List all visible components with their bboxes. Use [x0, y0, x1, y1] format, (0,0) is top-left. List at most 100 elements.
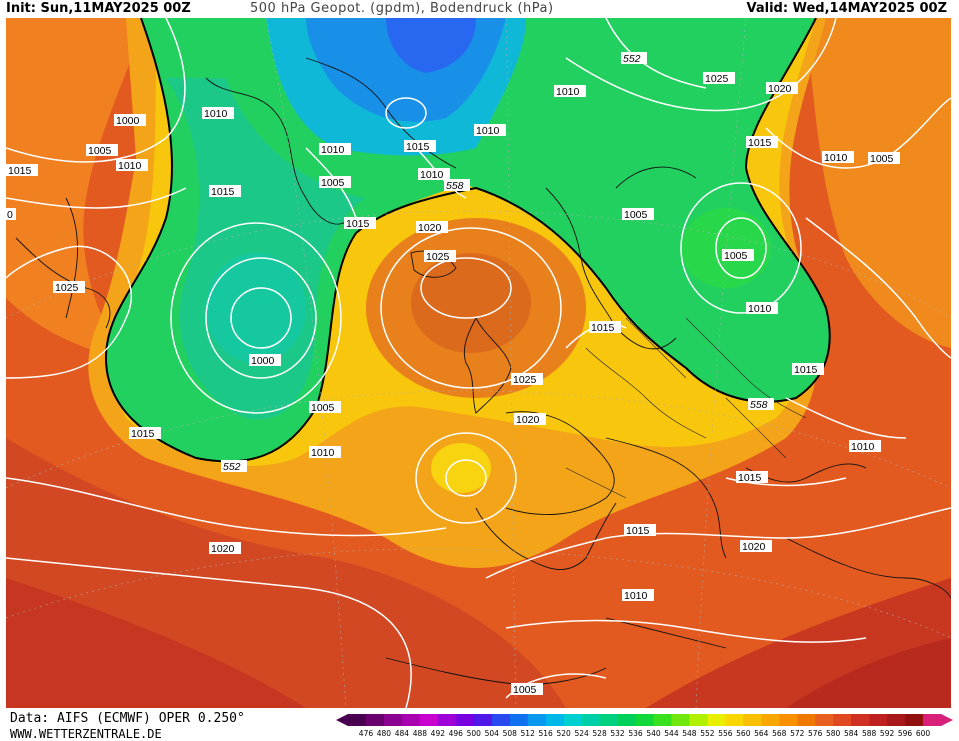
colorbar-tick-label: 500	[467, 729, 482, 738]
isobar-label: 1025	[513, 374, 537, 386]
isobar-label: 1015	[8, 165, 32, 177]
isobar-label: 0	[7, 209, 13, 221]
colorbar-tick-label: 544	[664, 729, 679, 738]
isobar-label: 1000	[116, 115, 140, 127]
weather-map: 1000 1005 1010 1015 0 1010 1015 1025 101…	[6, 18, 951, 708]
colorbar-tick-label: 580	[826, 729, 841, 738]
isobar-labels: 1000 1005 1010 1015 0 1010 1015 1025 101…	[6, 72, 900, 696]
isobar-label: 1015	[748, 137, 772, 149]
colorbar-swatch	[527, 714, 547, 726]
map-title: 500 hPa Geopot. (gpdm), Bodendruck (hPa)	[250, 1, 554, 16]
colorbar-tick-label: 564	[754, 729, 769, 738]
colorbar-tick-label: 528	[592, 729, 607, 738]
colorbar-tick-label: 600	[916, 729, 931, 738]
geopotential-label: 558	[446, 180, 464, 192]
colorbar-swatch	[401, 714, 421, 726]
colorbar-swatch	[833, 714, 852, 726]
header-bar: Init: Sun,11MAY2025 00Z 500 hPa Geopot. …	[0, 0, 959, 18]
colorbar-swatch	[851, 714, 870, 726]
colorbar-tick-label: 556	[718, 729, 733, 738]
cold-pool-core	[386, 18, 476, 73]
website-link[interactable]: WWW.WETTERZENTRALE.DE	[10, 727, 162, 741]
colorbar-swatch	[923, 714, 942, 726]
isobar-label: 1015	[406, 141, 430, 153]
colorbar-swatch	[635, 714, 654, 726]
colorbar-swatch	[887, 714, 906, 726]
isobar-label: 1015	[591, 322, 615, 334]
band-572-w	[6, 18, 146, 358]
colorbar-swatch	[365, 714, 385, 726]
isobar-label: 1025	[55, 282, 79, 294]
isobar-label: 1010	[321, 144, 345, 156]
colorbar-tick-label: 560	[736, 729, 751, 738]
isobar-label: 1010	[476, 125, 500, 137]
colorbar-swatch	[743, 714, 762, 726]
isobar-label: 1015	[131, 428, 155, 440]
colorbar-swatch	[383, 714, 403, 726]
colorbar-swatch	[617, 714, 636, 726]
colorbar-swatch	[581, 714, 600, 726]
colorbar-tick-label: 572	[790, 729, 805, 738]
colorbar-arrow-right	[941, 714, 953, 726]
colorbar-swatch	[437, 714, 457, 726]
data-source: Data: AIFS (ECMWF) OPER 0.250°	[10, 711, 245, 726]
colorbar-legend: 476 480 484 488 492 496 500 504 508 512 516 520 524 5…	[336, 714, 953, 738]
isobar-label: 1010	[420, 169, 444, 181]
isobar-label: 1025	[705, 73, 729, 85]
colorbar-tick-label: 484	[395, 729, 410, 738]
colorbar-swatch	[473, 714, 493, 726]
isobar-label: 1005	[321, 177, 345, 189]
colorbar-swatch	[491, 714, 511, 726]
isobar-label: 1020	[768, 83, 792, 95]
geopotential-label: 552	[623, 53, 641, 65]
colorbar-swatch	[563, 714, 583, 726]
isobar-label: 1010	[118, 160, 142, 172]
colorbar-tick-label: 576	[808, 729, 823, 738]
colorbar-swatch	[779, 714, 798, 726]
isobar-label: 1005	[724, 250, 748, 262]
isobar-label: 1015	[346, 218, 370, 230]
colorbar-swatch	[509, 714, 529, 726]
init-time: Init: Sun,11MAY2025 00Z	[6, 1, 191, 16]
colorbar-tick-label: 520	[556, 729, 571, 738]
band-584-sw	[6, 578, 306, 708]
colorbar-swatch	[797, 714, 816, 726]
colorbar-swatches	[336, 714, 953, 726]
isobar-label: 1010	[556, 86, 580, 98]
isobar-label: 1005	[513, 684, 537, 696]
isobar-label: 1015	[626, 525, 650, 537]
colorbar-tick-label: 584	[844, 729, 859, 738]
colorbar-tick-label: 540	[646, 729, 661, 738]
isobar-label: 1020	[742, 541, 766, 553]
colorbar-tick-label: 512	[521, 729, 536, 738]
low-west-center	[206, 253, 306, 363]
contour-552	[104, 18, 831, 463]
colorbar-swatch	[707, 714, 726, 726]
band-572-e	[806, 18, 951, 348]
isobar-label: 1005	[88, 145, 112, 157]
colorbar-tick-label: 536	[628, 729, 643, 738]
colorbar-swatch	[689, 714, 708, 726]
colorbar-swatch	[348, 714, 367, 726]
colorbar-tick-label: 568	[772, 729, 787, 738]
colorbar-tick-label: 552	[700, 729, 715, 738]
colorbar-tick-label: 508	[503, 729, 518, 738]
colorbar-swatch	[815, 714, 834, 726]
colorbar-tick-label: 480	[377, 729, 392, 738]
geopotential-label: 558	[750, 399, 768, 411]
colorbar-swatch	[653, 714, 672, 726]
colorbar-swatch	[905, 714, 924, 726]
colorbar-tick-label: 516	[539, 729, 554, 738]
geopotential-labels: 552 558 552 558	[221, 52, 774, 473]
colorbar-tick-label: 492	[431, 729, 446, 738]
colorbar-swatch	[599, 714, 618, 726]
isobar-label: 1010	[748, 303, 772, 315]
colorbar-swatch	[725, 714, 744, 726]
colorbar-swatch	[455, 714, 475, 726]
colorbar-tick-label: 524	[574, 729, 589, 738]
colorbar-tick-label: 504	[485, 729, 500, 738]
colorbar-tick-label: 592	[880, 729, 895, 738]
isobar-label: 1010	[204, 108, 228, 120]
colorbar-ticks: 476 480 484 488 492 496 500 504 508 512 516 520 524 5…	[359, 729, 931, 738]
